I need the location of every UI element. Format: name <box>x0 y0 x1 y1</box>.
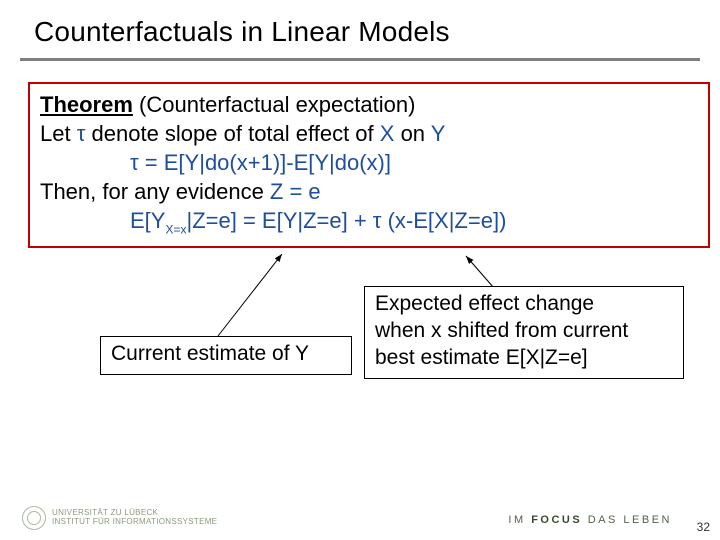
theorem-box: Theorem (Counterfactual expectation) Let… <box>28 82 710 248</box>
theorem-label: Theorem <box>40 92 133 117</box>
arrow-right <box>466 256 494 288</box>
callout-arrows <box>0 0 720 540</box>
var-x: X <box>380 121 395 146</box>
rhs-2: x-E[X|Z=e] <box>395 208 499 233</box>
footer-tagline: IM FOCUS DAS LEBEN <box>508 514 672 526</box>
evidence: Z = e <box>270 179 321 204</box>
theorem-header: Theorem (Counterfactual expectation) <box>40 90 698 119</box>
tagline-c: DAS LEBEN <box>582 514 672 526</box>
var-y: Y <box>431 121 446 146</box>
university-seal-icon <box>22 506 46 530</box>
theorem-line-2: τ = E[Y|do(x+1)]-E[Y|do(x)] <box>40 148 698 177</box>
callout-current-estimate: Current estimate of Y <box>100 336 352 375</box>
theorem-name: (Counterfactual expectation) <box>139 92 415 117</box>
text: Let <box>40 121 77 146</box>
text: on <box>394 121 430 146</box>
tagline-a: IM <box>508 514 531 526</box>
footer-logo: UNIVERSITÄT ZU LÜBECK INSTITUT FÜR INFOR… <box>22 506 217 530</box>
title-rule <box>20 58 700 61</box>
theorem-line-4: E[YX=x|Z=e] = E[Y|Z=e] + τ (x-E[X|Z=e]) <box>40 206 698 238</box>
callout-right-line3: best estimate E[X|Z=e] <box>375 345 673 372</box>
text: Then, for any evidence <box>40 179 270 204</box>
lhs: E[Y <box>130 208 165 233</box>
page-number: 32 <box>697 520 710 534</box>
footer-university: UNIVERSITÄT ZU LÜBECK INSTITUT FÜR INFOR… <box>52 509 217 527</box>
rhs-1: E[Y|Z=e] <box>262 208 348 233</box>
close-paren: ) <box>499 208 506 233</box>
callout-effect-change: Expected effect change when x shifted fr… <box>364 286 684 379</box>
footer-uni-line2: INSTITUT FÜR INFORMATIONSSYSTEME <box>52 518 217 527</box>
text: denote slope of total effect of <box>85 121 379 146</box>
tagline-b: FOCUS <box>531 514 582 526</box>
callout-right-line1: Expected effect change <box>375 291 673 318</box>
lhs-cond: |Z=e] = <box>186 208 261 233</box>
callout-right-line2: when x shifted from current <box>375 318 673 345</box>
lhs-sub: X=x <box>165 223 186 237</box>
plus-tau: + τ ( <box>348 208 395 233</box>
arrow-left <box>218 254 282 336</box>
theorem-line-3: Then, for any evidence Z = e <box>40 177 698 206</box>
slide-title: Counterfactuals in Linear Models <box>34 16 450 48</box>
theorem-line-1: Let τ denote slope of total effect of X … <box>40 119 698 148</box>
